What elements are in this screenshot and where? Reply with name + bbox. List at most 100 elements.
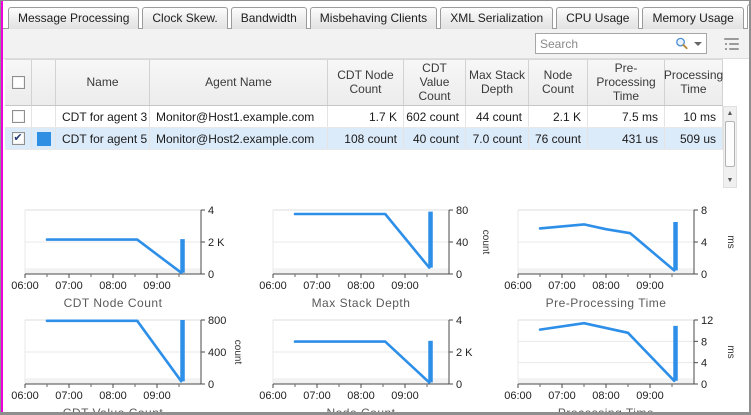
cell-agent-name: Monitor@Host1.example.com xyxy=(150,106,328,128)
svg-text:08:00: 08:00 xyxy=(592,280,620,292)
cell-value-pre-processing-time: 431 us xyxy=(588,128,665,150)
svg-text:4: 4 xyxy=(701,237,707,249)
svg-text:08:00: 08:00 xyxy=(99,280,127,292)
chart-title: CDT Node Count xyxy=(64,296,163,310)
svg-text:06:00: 06:00 xyxy=(259,390,287,402)
cell-value-processing-time: 10 ms xyxy=(665,106,723,128)
svg-text:count: count xyxy=(232,340,243,365)
svg-text:ms: ms xyxy=(725,346,736,359)
tab-memory-usage[interactable]: Memory Usage xyxy=(642,7,744,29)
column-header-node-count[interactable]: Node Count xyxy=(529,60,588,106)
svg-text:0: 0 xyxy=(208,269,214,281)
chart-title: Processing Time xyxy=(558,406,654,415)
header-checkbox[interactable] xyxy=(11,76,25,90)
svg-text:8: 8 xyxy=(701,205,707,217)
column-header-agent-name[interactable]: Agent Name xyxy=(150,60,328,106)
svg-text:07:00: 07:00 xyxy=(55,280,83,292)
tab-bar: Message Processing Clock Skew. Bandwidth Mi… xyxy=(1,4,749,29)
svg-text:06:00: 06:00 xyxy=(11,280,39,292)
table-header: Name Agent Name CDT Node Count CDT Value Co… xyxy=(5,59,723,107)
cell-value-max-stack-depth: 44 count xyxy=(466,106,529,128)
chart-title: Node Count xyxy=(326,406,395,415)
tab-cdt-submission[interactable]: CDT Submission xyxy=(746,4,749,29)
column-header-name[interactable]: Name xyxy=(56,60,150,106)
scroll-down-button[interactable]: ▼ xyxy=(726,177,734,185)
svg-text:12: 12 xyxy=(701,315,713,327)
svg-text:08:00: 08:00 xyxy=(347,390,375,402)
svg-text:07:00: 07:00 xyxy=(548,280,576,292)
svg-text:40: 40 xyxy=(456,237,468,249)
svg-text:09:00: 09:00 xyxy=(143,280,171,292)
column-header-pre-processing-time[interactable]: Pre-Processing Time xyxy=(588,60,665,106)
toolbar xyxy=(1,29,749,59)
search-icon[interactable] xyxy=(674,36,689,51)
chart-title: CDT Value Count xyxy=(63,406,164,415)
cell-value-processing-time: 509 us xyxy=(665,128,723,150)
svg-text:800: 800 xyxy=(208,315,226,327)
svg-text:07:00: 07:00 xyxy=(303,280,331,292)
chart-title: Pre-Processing Time xyxy=(546,296,667,310)
svg-text:09:00: 09:00 xyxy=(391,280,419,292)
cell-agent-name: Monitor@Host2.example.com xyxy=(150,128,328,150)
scroll-up-button[interactable]: ▲ xyxy=(726,110,734,118)
search-box xyxy=(535,33,707,54)
scroll-thumb[interactable] xyxy=(725,121,735,168)
row-checkbox[interactable]: ✔ xyxy=(11,132,25,146)
chart-processing-time: 06:00 07:00 08:00 09:00 0 4 8 12 ms Processing Ti… xyxy=(504,315,736,415)
row-swatch-cell xyxy=(32,128,56,150)
table-row[interactable]: ✔ CDT for agent 5 Monitor@Host2.example.co… xyxy=(5,128,723,151)
table-body-wrap: CDT for agent 3 Monitor@Host1.example.com… xyxy=(5,106,737,189)
tab-clock-skew[interactable]: Clock Skew. xyxy=(142,7,228,29)
search-options-caret-icon[interactable] xyxy=(694,41,702,46)
svg-text:08:00: 08:00 xyxy=(592,390,620,402)
svg-text:4: 4 xyxy=(456,315,462,327)
svg-text:0: 0 xyxy=(701,379,707,391)
cell-name: CDT for agent 5 xyxy=(56,128,150,150)
chart-max-stack-depth: 06:00 07:00 08:00 09:00 0 40 80 count Max Stack … xyxy=(259,205,491,310)
search-input[interactable] xyxy=(540,36,674,51)
svg-text:08:00: 08:00 xyxy=(347,280,375,292)
svg-text:07:00: 07:00 xyxy=(55,390,83,402)
svg-text:0: 0 xyxy=(456,379,462,391)
tab-xml-serialization[interactable]: XML Serialization xyxy=(440,7,554,29)
cell-value-cdt-node-count: 108 count xyxy=(328,128,404,150)
cell-value-node-count: 2.1 K xyxy=(529,106,588,128)
svg-text:09:00: 09:00 xyxy=(636,390,664,402)
charts-grid: 06:00 07:00 08:00 09:00 0 2 K 4 CDT Node Count 0… xyxy=(1,202,749,415)
svg-text:count: count xyxy=(480,230,491,255)
cell-value-node-count: 76 count xyxy=(529,128,588,150)
tab-cpu-usage[interactable]: CPU Usage xyxy=(556,7,640,29)
column-chooser-icon[interactable] xyxy=(721,36,741,52)
column-header-processing-time[interactable]: Processing Time xyxy=(664,60,723,106)
column-header-cdt-node-count[interactable]: CDT Node Count xyxy=(328,60,404,106)
svg-text:80: 80 xyxy=(456,205,468,217)
cell-value-max-stack-depth: 7.0 count xyxy=(466,128,529,150)
chart-cdt-value-count: 06:00 07:00 08:00 09:00 0 400 800 count CDT Valu… xyxy=(11,315,243,415)
row-swatch-cell xyxy=(32,106,56,128)
chart-cdt-node-count: 06:00 07:00 08:00 09:00 0 2 K 4 CDT Node Count xyxy=(11,205,225,310)
row-checkbox[interactable] xyxy=(11,110,25,124)
table-scrollbar[interactable]: ▲ ▼ xyxy=(723,106,737,189)
header-swatch-cell xyxy=(32,60,56,106)
chart-title: Max Stack Depth xyxy=(312,296,411,310)
cell-value-cdt-value-count: 40 count xyxy=(404,128,466,150)
svg-text:07:00: 07:00 xyxy=(548,390,576,402)
tab-message-processing[interactable]: Message Processing xyxy=(8,7,140,29)
svg-text:09:00: 09:00 xyxy=(143,390,171,402)
column-header-max-stack-depth[interactable]: Max Stack Depth xyxy=(466,60,529,106)
svg-text:09:00: 09:00 xyxy=(636,280,664,292)
header-checkbox-cell xyxy=(5,60,32,106)
cell-value-cdt-value-count: 602 count xyxy=(404,106,466,128)
tab-misbehaving-clients[interactable]: Misbehaving Clients xyxy=(309,7,438,29)
tab-bandwidth[interactable]: Bandwidth xyxy=(230,7,307,29)
svg-text:06:00: 06:00 xyxy=(259,280,287,292)
column-header-cdt-value-count[interactable]: CDT Value Count xyxy=(404,60,466,106)
svg-text:08:00: 08:00 xyxy=(99,390,127,402)
svg-text:06:00: 06:00 xyxy=(504,390,532,402)
data-table: Name Agent Name CDT Node Count CDT Value Co… xyxy=(5,59,737,189)
table-row[interactable]: CDT for agent 3 Monitor@Host1.example.com… xyxy=(5,106,723,129)
svg-text:0: 0 xyxy=(456,269,462,281)
cell-value-pre-processing-time: 7.5 ms xyxy=(588,106,665,128)
svg-text:4: 4 xyxy=(701,358,707,370)
